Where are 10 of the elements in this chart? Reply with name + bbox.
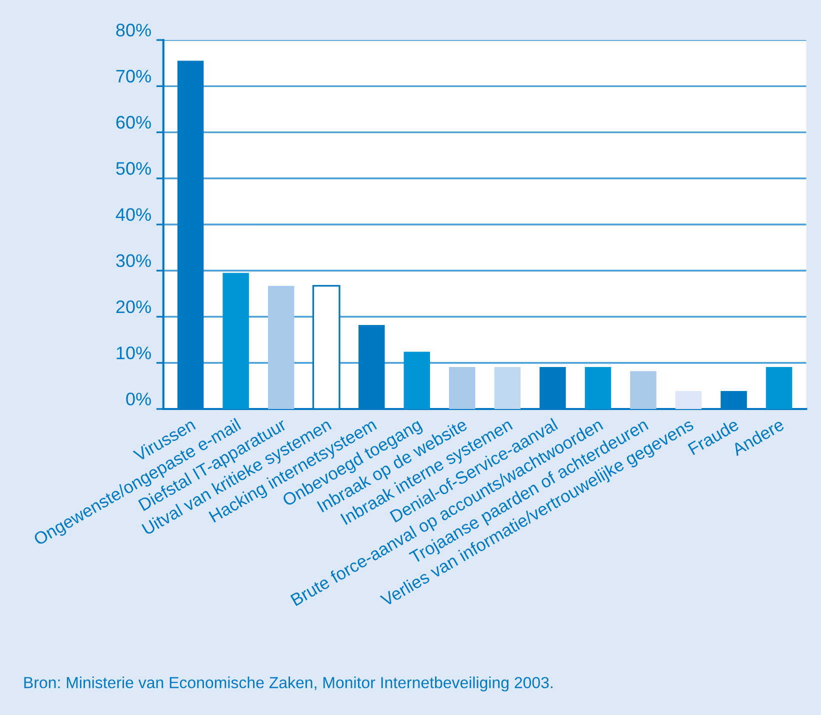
y-tick-label: 60% [116, 116, 151, 129]
y-tick-label: 0% [126, 392, 151, 406]
y-tick-label: 70% [116, 70, 151, 83]
y-tick-label: 50% [116, 162, 151, 175]
y-tick-label: 20% [116, 300, 151, 314]
y-tick-label: 40% [116, 208, 151, 221]
y-tick-label: 10% [116, 346, 151, 360]
y-tick-label: 30% [116, 254, 151, 268]
text: Bron: Ministerie van Economische Zaken, Monitor Internetbeveiliging 2003. [24, 676, 552, 692]
y-tick-label: 80% [116, 24, 151, 36]
